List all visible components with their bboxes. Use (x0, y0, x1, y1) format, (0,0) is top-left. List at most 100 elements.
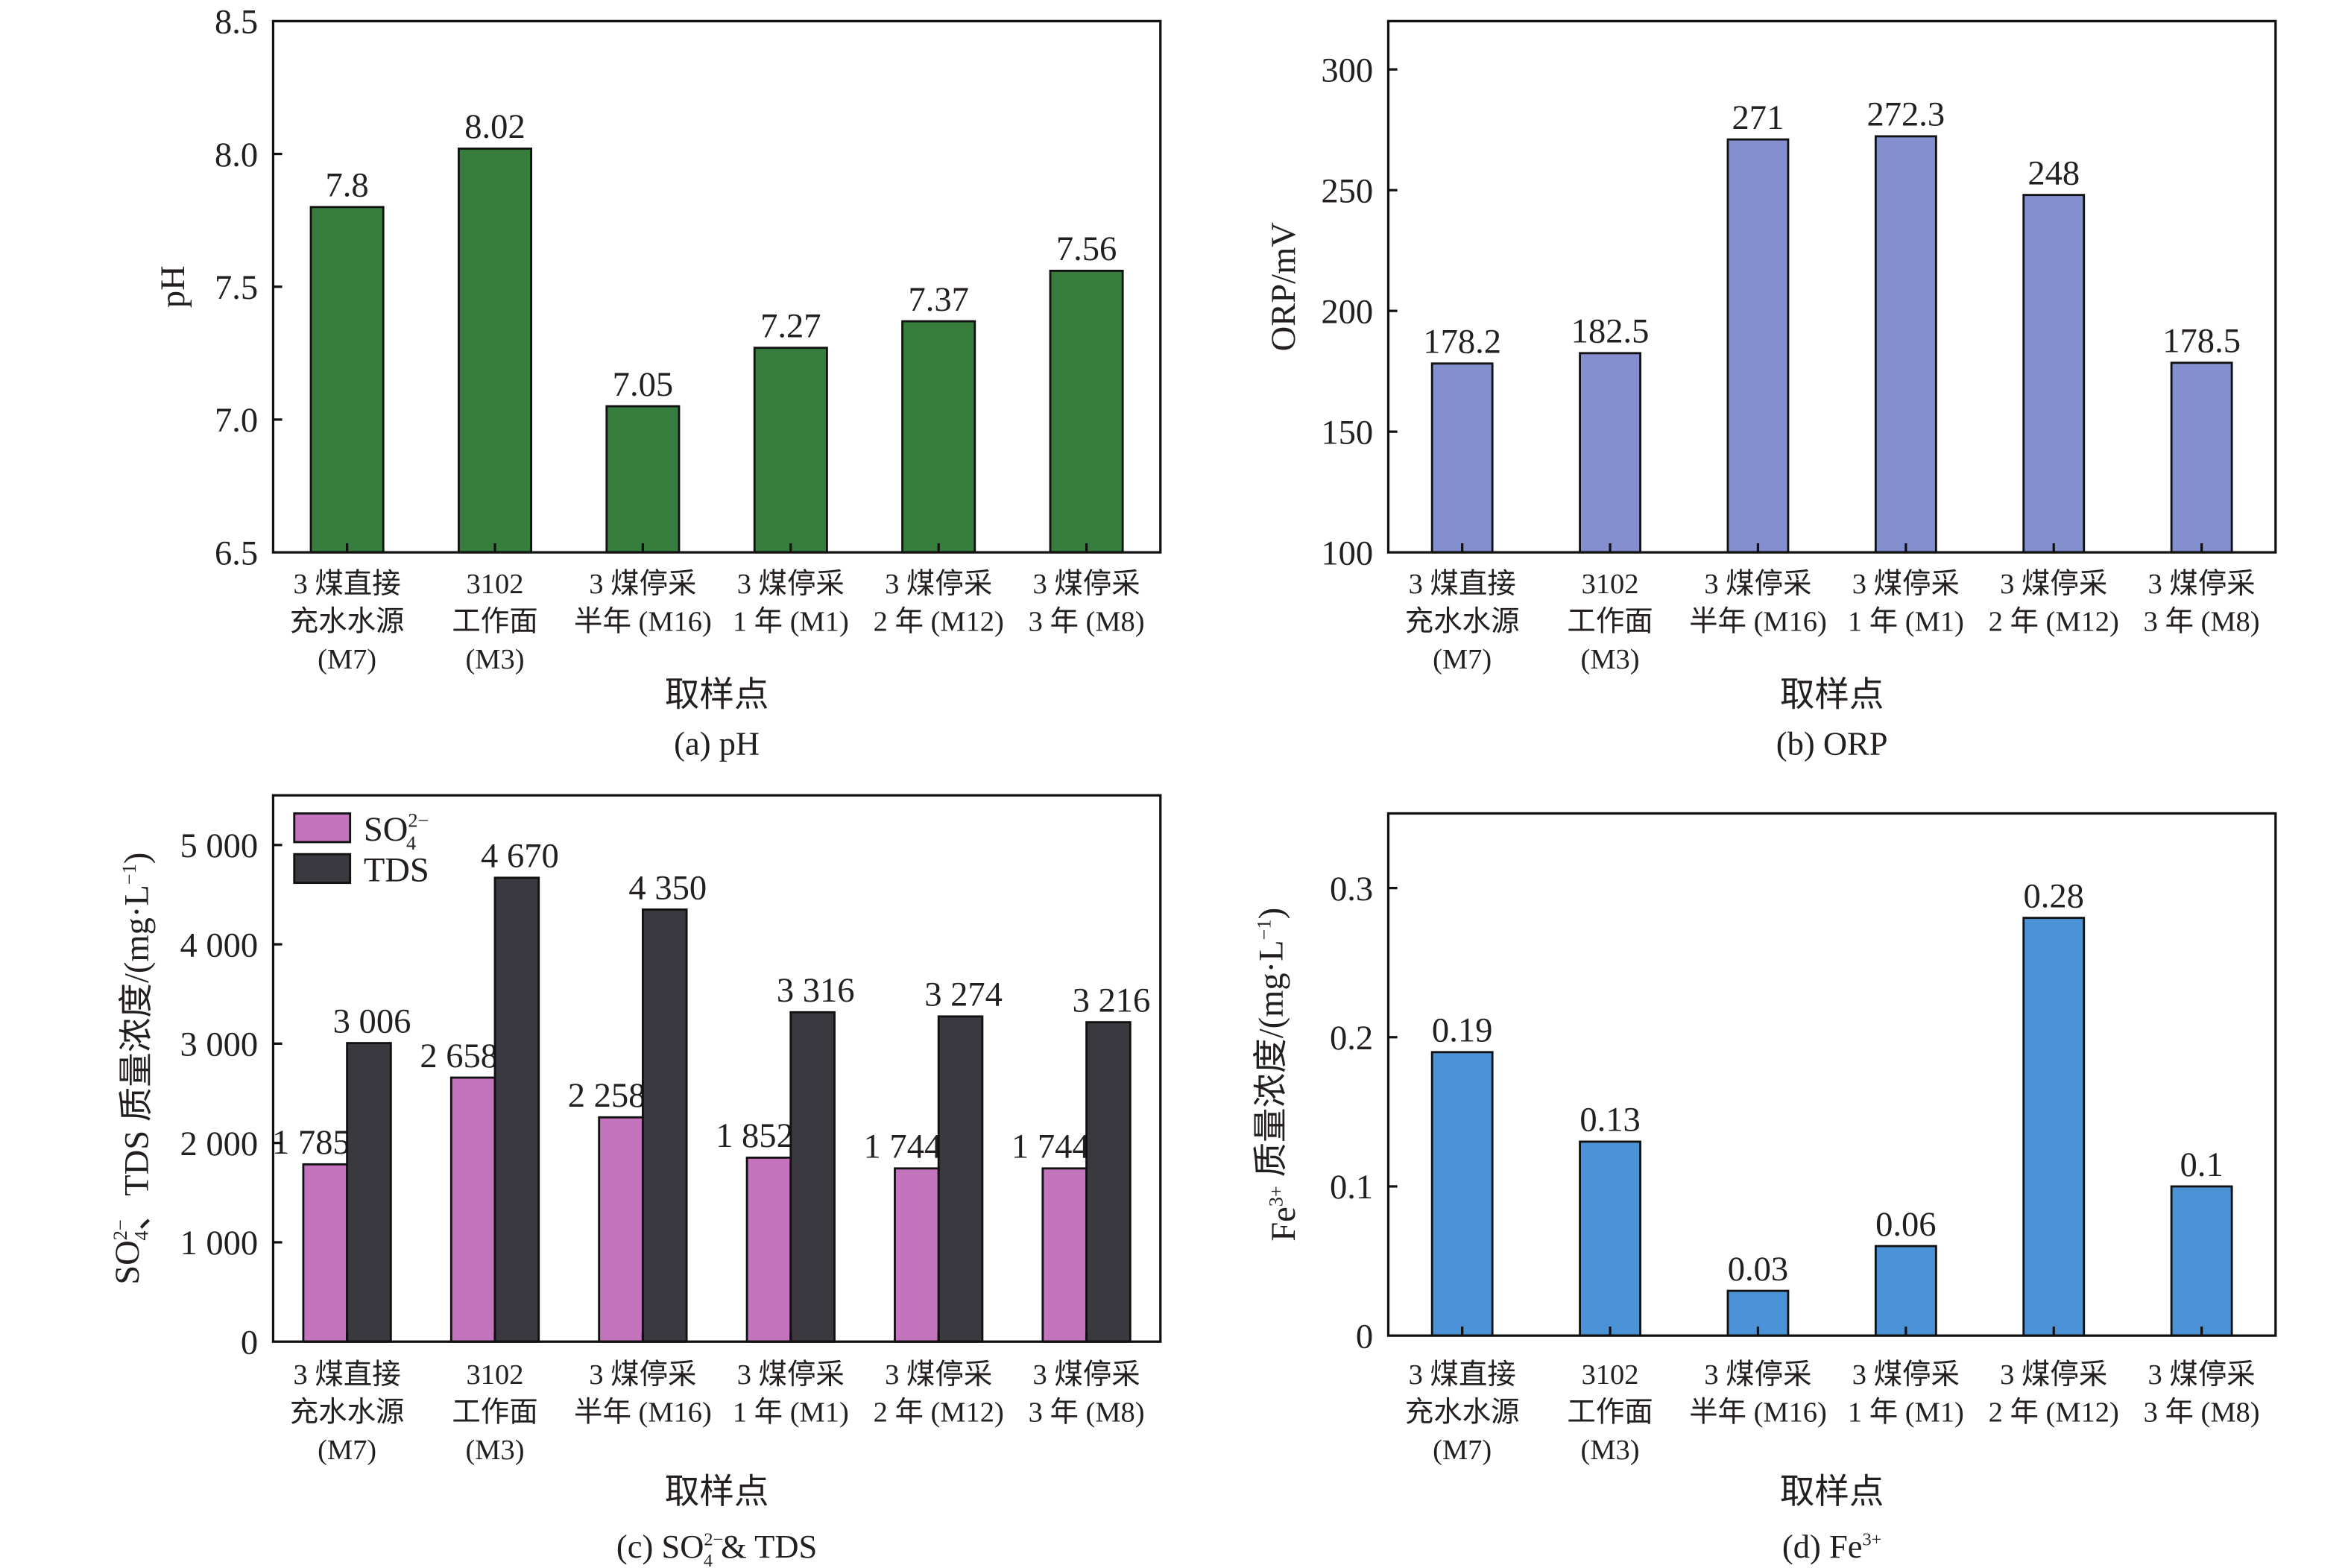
x-category-label: 1 年 (M1) (1848, 605, 1964, 637)
x-category-label: 3102 (1582, 1359, 1639, 1391)
x-category-label: 3 煤停采 (885, 1359, 992, 1391)
bar-c-1-3 (789, 1011, 836, 1343)
data-label: 1 744 (864, 1128, 942, 1166)
bar-d-0-1 (1579, 1140, 1641, 1337)
data-label: 4 350 (628, 869, 707, 907)
x-category-label: 3 煤停采 (2000, 568, 2107, 600)
x-category-label: 工作面 (1567, 606, 1653, 637)
x-category-label: 半年 (M16) (1689, 605, 1827, 637)
y-tick-label: 8.0 (215, 136, 258, 174)
x-category-label: 3 煤停采 (737, 568, 845, 600)
x-category-label: (M7) (318, 644, 376, 675)
bar-c-0-1 (449, 1076, 496, 1343)
y-axis-label: ORP/mV (1265, 222, 1303, 352)
data-label: 2 658 (420, 1037, 498, 1075)
y-tick-label: 3 000 (180, 1026, 258, 1064)
bar-c-1-0 (346, 1042, 392, 1343)
panel-SO4-TDS: 1 785 2 658 2 258 1 852 1 744 1 744 3 006 4 670… (109, 794, 1162, 1568)
y-axis-label: pH (154, 265, 192, 308)
data-label: 1 785 (272, 1124, 350, 1162)
x-category-label: 3 年 (M8) (1029, 605, 1145, 637)
x-category-label: (M3) (466, 644, 525, 675)
bar-b-0-4 (2022, 194, 2086, 554)
y-tick-label: 0.3 (1330, 870, 1373, 908)
bar-c-0-2 (598, 1116, 644, 1343)
x-category-label: 3 年 (M8) (2144, 1397, 2260, 1429)
bar-a-0-4 (901, 320, 976, 554)
data-label: 7.05 (613, 366, 673, 404)
x-category-label: 工作面 (452, 606, 537, 637)
legend-label: TDS (364, 852, 429, 890)
x-category-label: 3 煤停采 (2148, 1359, 2256, 1391)
x-category-label: 2 年 (M12) (1989, 605, 2119, 637)
panel-caption: (c) SO2− 4 & TDS (616, 1528, 817, 1568)
bar-b-0-5 (2170, 361, 2233, 554)
data-label: 182.5 (1571, 313, 1650, 351)
x-category-label: 3 煤直接 (1409, 1359, 1516, 1391)
bar-c-1-5 (1085, 1021, 1132, 1343)
y-tick-label: 2 000 (180, 1125, 258, 1163)
x-category-label: 3 煤停采 (1852, 1359, 1960, 1391)
x-category-label: 充水水源 (290, 1397, 405, 1429)
x-category-label: 1 年 (M1) (733, 1397, 849, 1429)
x-category-label: 3 煤停采 (589, 1359, 696, 1391)
x-category-label: 3 煤直接 (1409, 569, 1516, 600)
x-category-label: 3 煤停采 (589, 568, 696, 600)
bar-d-0-4 (2022, 917, 2086, 1337)
data-label: 7.27 (760, 308, 821, 346)
data-label: 7.56 (1056, 230, 1117, 268)
bar-c-0-0 (302, 1163, 349, 1343)
x-category-label: 3 煤停采 (2000, 1359, 2107, 1391)
data-label: 3 006 (333, 1002, 411, 1040)
y-axis-label: Fe3+ 质量浓度/(mg·L−1) (1253, 908, 1303, 1242)
data-label: 0.03 (1728, 1251, 1788, 1289)
y-tick-label: 5 000 (180, 827, 258, 865)
y-tick-label: 100 (1321, 534, 1373, 572)
bar-d-0-3 (1874, 1245, 1937, 1337)
plot-frame (1386, 812, 2277, 1337)
data-label: 1 852 (716, 1117, 794, 1155)
bar-c-0-3 (745, 1156, 792, 1343)
y-tick-label: 7.5 (215, 269, 258, 307)
x-category-label: 3 煤停采 (1032, 1359, 1140, 1391)
x-category-label: 3 煤直接 (294, 569, 401, 600)
x-axis-label: 取样点 (665, 677, 769, 715)
x-category-label: 3 煤停采 (737, 1359, 845, 1391)
data-label: 8.02 (464, 108, 525, 146)
y-tick-label: 7.0 (215, 402, 258, 440)
bar-c-1-4 (937, 1015, 984, 1343)
legend-swatch (293, 812, 352, 844)
x-category-label: 3 年 (M8) (1029, 1397, 1145, 1429)
panel-Fe: 0.19 0.13 0.03 0.06 0.28 0.1 0 0.1 0.2 0.3 3 煤直接充水… (1253, 812, 2277, 1565)
y-tick-label: 0.2 (1330, 1019, 1373, 1058)
bar-c-0-5 (1041, 1167, 1088, 1343)
y-tick-label: 6.5 (215, 534, 258, 572)
x-category-label: 充水水源 (1405, 1397, 1520, 1429)
bar-d-0-5 (2170, 1185, 2233, 1337)
legend-label: SO2− 4 (364, 810, 429, 854)
y-tick-label: 300 (1321, 51, 1373, 89)
data-label: 178.2 (1423, 323, 1501, 361)
data-label: 1 744 (1012, 1128, 1090, 1166)
bar-a-0-0 (309, 206, 385, 554)
y-tick-label: 150 (1321, 414, 1373, 452)
data-label: 7.37 (908, 281, 968, 319)
bar-a-0-5 (1049, 269, 1124, 554)
bar-c-1-1 (493, 876, 540, 1343)
data-label: 2 258 (568, 1077, 646, 1115)
x-category-label: (M7) (1433, 644, 1492, 675)
x-axis-label: 取样点 (1780, 677, 1884, 715)
x-category-label: 3 煤停采 (1704, 568, 1811, 600)
x-category-label: 3 煤停采 (1852, 568, 1960, 600)
y-tick-label: 8.5 (215, 4, 258, 42)
x-category-label: 1 年 (M1) (733, 605, 849, 637)
bar-b-0-1 (1579, 352, 1641, 554)
bar-d-0-0 (1430, 1051, 1494, 1337)
x-category-label: 2 年 (M12) (874, 1397, 1004, 1429)
x-category-label: (M3) (466, 1435, 525, 1466)
x-category-label: 3 煤停采 (885, 568, 992, 600)
x-category-label: 2 年 (M12) (874, 605, 1004, 637)
x-category-label: 2 年 (M12) (1989, 1397, 2119, 1429)
plot-frame (271, 794, 1162, 1343)
data-label: 3 274 (924, 976, 1003, 1014)
